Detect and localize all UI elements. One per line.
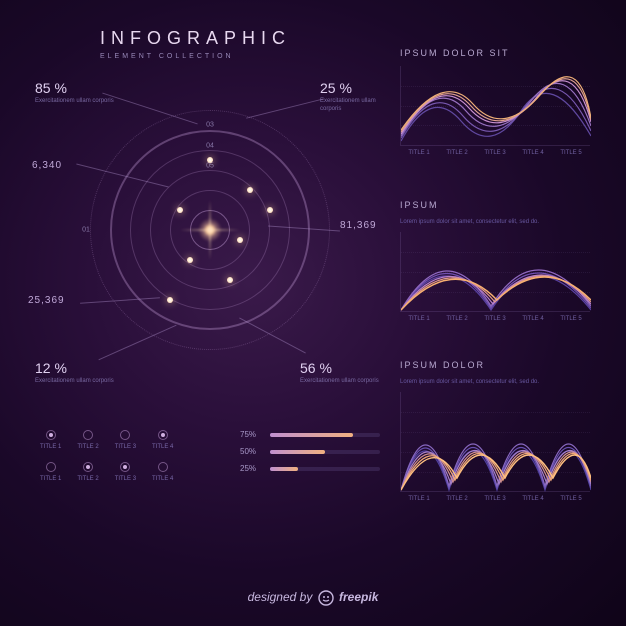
value-mid-right: 81,369 [340,220,377,231]
legend-item: TITLE 2 [77,430,98,450]
dot-icon [158,430,168,440]
chart-title: IPSUM DOLOR [400,360,590,370]
chart-subtitle: Lorem ipsum dolor sit amet, consectetur … [400,218,590,226]
value-upper-left: 6,340 [32,160,62,171]
dot-icon [120,430,130,440]
legend-item: TITLE 3 [115,462,136,482]
legend-item: TITLE 3 [115,430,136,450]
x-axis-labels: TITLE 1TITLE 2 TITLE 3TITLE 4 TITLE 5 [400,496,590,502]
dot-icon [46,462,56,472]
footer-credit: designed by freepik [0,590,626,606]
legend-item: TITLE 1 [40,462,61,482]
legend-item: TITLE 4 [152,462,173,482]
wave-icon [401,66,591,146]
data-node [177,207,183,213]
legend-item: TITLE 2 [77,462,98,482]
callout-top-right: 25 % Exercitationem ullam corporis [320,80,380,114]
dot-icon [158,462,168,472]
page-title: INFOGRAPHIC [100,28,291,49]
bar-row: 50% [240,447,380,456]
bar-row: 75% [240,430,380,439]
dot-icon [83,430,93,440]
side-chart-2: IPSUM Lorem ipsum dolor sit amet, consec… [400,200,590,330]
wave-chart [400,66,590,146]
callout-bottom-left: 12 % Exercitationem ullam corporis [35,360,114,386]
legend-item: TITLE 4 [152,430,173,450]
brand-name: freepik [339,590,378,604]
ring-marker: 01 [82,227,90,234]
data-node [167,297,173,303]
freepik-logo-icon [318,590,334,606]
chart-subtitle: Lorem ipsum dolor sit amet, consectetur … [400,378,590,386]
page-subtitle: ELEMENT COLLECTION [100,53,291,60]
data-node [227,277,233,283]
wave-icon [401,392,591,492]
bar-row: 25% [240,464,380,473]
callout-bottom-right: 56 % Exercitationem ullam corporis [300,360,379,386]
wave-chart [400,232,590,312]
progress-bars: 75% 50% 25% [240,430,380,481]
x-axis-labels: TITLE 1TITLE 2 TITLE 3TITLE 4 TITLE 5 [400,150,590,156]
ring-marker: 03 [206,122,214,129]
wave-icon [401,232,591,312]
dot-icon [120,462,130,472]
header: INFOGRAPHIC ELEMENT COLLECTION [100,28,291,60]
chart-title: IPSUM DOLOR SIT [400,48,590,58]
data-node [247,187,253,193]
side-chart-3: IPSUM DOLOR Lorem ipsum dolor sit amet, … [400,360,590,520]
wave-chart [400,392,590,492]
data-node [207,157,213,163]
data-node [267,207,273,213]
x-axis-labels: TITLE 1TITLE 2 TITLE 3TITLE 4 TITLE 5 [400,316,590,322]
legend-item: TITLE 1 [40,430,61,450]
dots-legend: TITLE 1 TITLE 2 TITLE 3 TITLE 4 TITLE 1 … [40,430,220,494]
ring-marker: 05 [206,163,214,170]
ring-marker: 04 [206,143,214,150]
chart-title: IPSUM [400,200,590,210]
data-node [187,257,193,263]
radial-chart: 01 03 04 05 85 % Exercitationem ullam co… [40,60,380,400]
glow-center-icon [198,218,222,242]
dot-icon [83,462,93,472]
side-chart-1: IPSUM DOLOR SIT TITLE 1TITLE 2 TITLE 3TI… [400,48,590,178]
data-node [237,237,243,243]
dot-icon [46,430,56,440]
value-mid-left: 25,369 [28,295,65,306]
